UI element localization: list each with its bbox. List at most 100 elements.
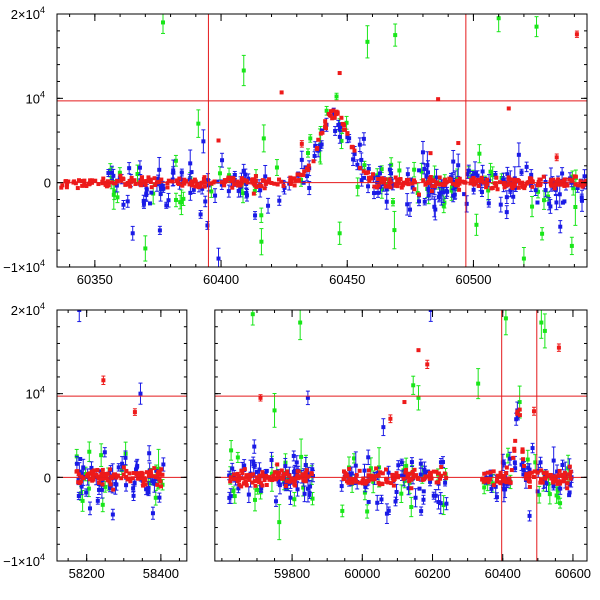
data-point-blue (134, 467, 139, 472)
data-point-green (555, 488, 560, 493)
data-point-green (496, 16, 501, 21)
data-point-red (295, 473, 300, 478)
data-point-red (485, 477, 490, 482)
data-point-red (404, 181, 409, 186)
data-point-red (460, 179, 465, 184)
data-point-blue (405, 172, 410, 177)
data-point-red (388, 185, 393, 190)
data-point-red (568, 469, 573, 474)
data-point-red (567, 464, 572, 469)
data-point-red (374, 466, 379, 471)
data-point-red (573, 182, 578, 187)
data-point-red (341, 121, 346, 126)
data-point-red (515, 411, 520, 416)
data-point-blue (422, 467, 427, 472)
data-point-red (110, 475, 115, 480)
data-point-red (557, 479, 562, 484)
data-point-red (275, 462, 280, 467)
data-point-blue (431, 493, 436, 498)
data-point-red (234, 476, 239, 481)
data-point-blue (188, 190, 193, 195)
data-point-blue (349, 471, 354, 476)
data-point-red (504, 465, 509, 470)
data-point-red (260, 178, 265, 183)
data-point-red (251, 191, 256, 196)
data-point-red (330, 116, 335, 121)
data-point-red (399, 185, 404, 190)
data-point-red (427, 471, 432, 476)
data-point-green (539, 320, 544, 325)
data-point-red (79, 474, 84, 479)
data-point-red (476, 183, 481, 188)
data-point-blue (310, 467, 315, 472)
data-point-red (65, 182, 70, 187)
data-point-blue (480, 169, 485, 174)
data-point-red (416, 192, 421, 197)
data-point-red (339, 115, 344, 120)
data-point-blue (361, 136, 366, 141)
data-point-blue (219, 182, 224, 187)
data-point-red (346, 480, 351, 485)
data-point-red (436, 480, 441, 485)
data-point-red (392, 477, 397, 482)
data-point-red (267, 177, 272, 182)
data-point-red (342, 127, 347, 132)
data-point-blue (399, 460, 404, 465)
data-point-blue (216, 256, 221, 261)
data-point-blue (252, 444, 257, 449)
data-point-red (439, 473, 444, 478)
data-point-blue (426, 170, 431, 175)
data-point-green (334, 94, 339, 99)
data-point-red (285, 469, 290, 474)
data-point-red (504, 480, 509, 485)
data-point-red (332, 115, 337, 120)
data-point-red (309, 472, 314, 477)
data-point-blue (519, 462, 524, 467)
data-point-blue (157, 495, 162, 500)
data-point-red (100, 179, 105, 184)
data-point-red (202, 184, 207, 189)
data-point-red (567, 472, 572, 477)
data-point-red (532, 469, 537, 474)
x-axis: 58200 58400 59800 60000 60200 60400 60600 (67, 310, 591, 581)
data-point-blue (547, 201, 552, 206)
data-point-red (361, 169, 366, 174)
data-point-blue (254, 469, 259, 474)
data-point-red (85, 473, 90, 478)
data-point-red (407, 479, 412, 484)
data-point-blue (98, 469, 103, 474)
data-point-green (78, 491, 83, 496)
data-point-green (368, 466, 373, 471)
data-point-red (521, 184, 526, 189)
data-point-green (570, 174, 575, 179)
data-point-blue (387, 167, 392, 172)
data-point-blue (471, 187, 476, 192)
data-point-red (148, 177, 153, 182)
data-point-red (300, 473, 305, 478)
data-point-blue (295, 487, 300, 492)
data-point-red (127, 471, 132, 476)
data-point-blue (132, 481, 137, 486)
data-point-red (301, 173, 306, 178)
data-point-blue (213, 193, 218, 198)
data-point-blue (443, 480, 448, 485)
data-point-red (121, 465, 126, 470)
data-point-red (292, 176, 297, 181)
data-point-red (142, 476, 147, 481)
data-point-red (341, 477, 346, 482)
data-point-red (551, 477, 556, 482)
data-point-blue (402, 472, 407, 477)
data-point-red (366, 170, 371, 175)
data-point-green (277, 520, 282, 525)
data-point-red (502, 185, 507, 190)
data-point-red (128, 479, 133, 484)
data-point-red (471, 177, 476, 182)
data-point-red (468, 181, 473, 186)
y-axis: 2×104 104 0 −1×104 (3, 301, 587, 569)
data-point-blue (438, 460, 443, 465)
data-point-red (296, 476, 301, 481)
data-point-red (159, 177, 164, 182)
series-red (74, 343, 573, 492)
data-point-red (226, 175, 231, 180)
data-point-red (416, 348, 421, 353)
